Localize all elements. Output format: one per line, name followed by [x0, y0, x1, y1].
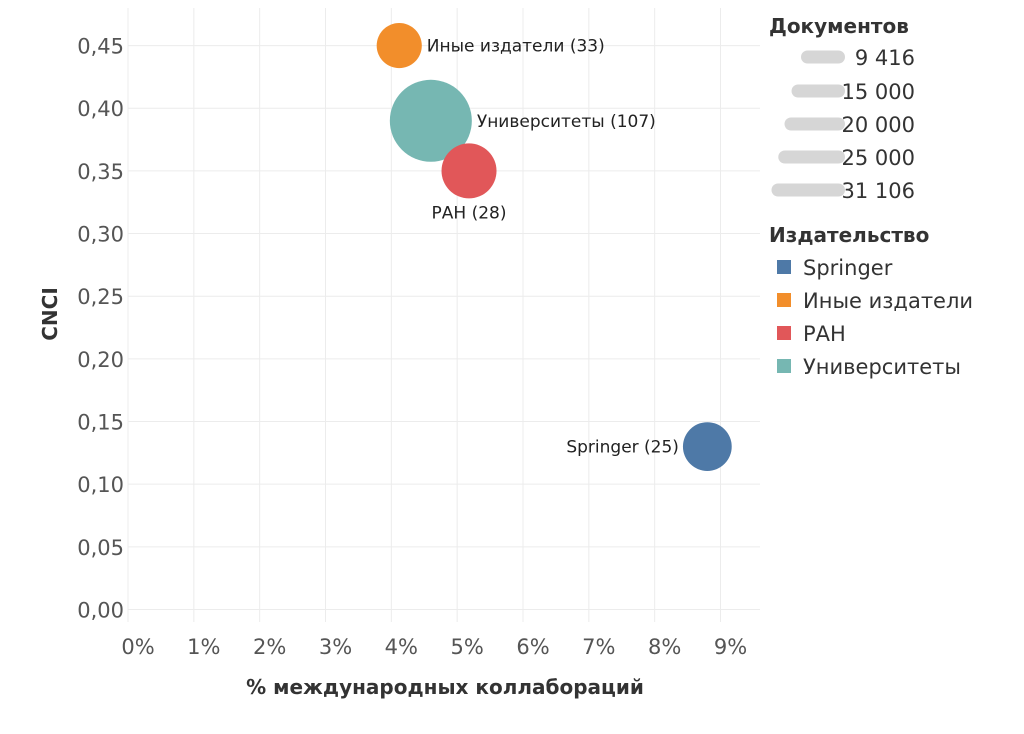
size-legend: Документов 9 416 15 000 20 000 25 000 31 106 — [769, 14, 915, 203]
x-tick-label: 2% — [253, 635, 286, 659]
size-legend-mark — [801, 50, 845, 64]
y-axis-title: CNCI — [38, 287, 62, 341]
y-tick-label: 0,20 — [77, 348, 124, 372]
size-legend-label: 25 000 — [842, 146, 915, 170]
size-legend-mark — [784, 117, 845, 131]
bubble-РАН — [441, 143, 497, 199]
point-label: Университеты (107) — [477, 112, 656, 132]
x-tick-label: 6% — [516, 635, 549, 659]
color-legend-swatch — [777, 293, 791, 307]
x-tick-label: 8% — [648, 635, 681, 659]
data-points: Springer (25) Иные издатели (33) РАН (28) У… — [376, 23, 732, 471]
x-tick-label: 0% — [121, 635, 154, 659]
size-legend-label: 31 106 — [842, 179, 915, 203]
size-legend-label: 15 000 — [842, 80, 915, 104]
size-legend-mark — [791, 84, 845, 98]
point-label: РАН (28) — [432, 203, 507, 223]
x-tick-label: 5% — [451, 635, 484, 659]
x-tick-label: 3% — [319, 635, 352, 659]
y-tick-label: 0,30 — [77, 223, 124, 247]
color-legend-label: РАН — [803, 322, 846, 346]
color-legend: Издательство Springer Иные издатели РАН Уни… — [769, 223, 973, 379]
y-tick-label: 0,25 — [77, 285, 124, 309]
size-legend-label: 20 000 — [842, 113, 915, 137]
y-tick-label: 0,00 — [77, 598, 124, 622]
y-tick-label: 0,40 — [77, 97, 124, 121]
point-label: Springer (25) — [566, 438, 679, 458]
x-tick-label: 7% — [582, 635, 615, 659]
size-legend-mark — [771, 183, 845, 197]
color-legend-swatch — [777, 326, 791, 340]
y-tick-label: 0,10 — [77, 473, 124, 497]
color-legend-swatch — [777, 359, 791, 373]
x-axis: 0% 1% 2% 3% 4% 5% 6% 7% 8% 9% — [121, 635, 747, 659]
y-tick-label: 0,45 — [77, 35, 124, 59]
y-tick-label: 0,15 — [77, 411, 124, 435]
color-legend-swatch — [777, 260, 791, 274]
point-label: Иные издатели (33) — [427, 37, 605, 57]
bubble-Иные издатели — [376, 23, 422, 69]
color-legend-label: Иные издатели — [803, 289, 973, 313]
color-legend-title: Издательство — [769, 223, 929, 247]
x-axis-title: % международных коллабораций — [246, 675, 644, 699]
y-tick-label: 0,05 — [77, 536, 124, 560]
x-tick-label: 4% — [385, 635, 418, 659]
x-tick-label: 9% — [714, 635, 747, 659]
size-legend-mark — [778, 150, 845, 164]
y-axis: 0,00 0,05 0,10 0,15 0,20 0,25 0,30 0,35 0,40 0,45 — [77, 35, 124, 623]
size-legend-label: 9 416 — [855, 46, 915, 70]
bubble-Университеты — [389, 79, 472, 162]
color-legend-label: Springer — [803, 256, 893, 280]
bubble-Springer — [682, 422, 732, 471]
size-legend-title: Документов — [769, 14, 909, 38]
y-tick-label: 0,35 — [77, 160, 124, 184]
color-legend-label: Университеты — [803, 355, 961, 379]
x-tick-label: 1% — [187, 635, 220, 659]
